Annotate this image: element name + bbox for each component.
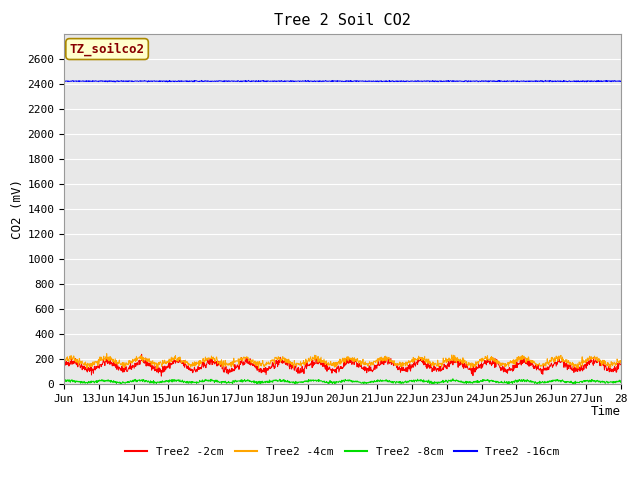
Tree2 -4cm [103, 351, 111, 357]
Tree2 -2cm [138, 351, 145, 357]
Tree2 -8cm [103, 378, 111, 384]
Tree2 -2cm [103, 359, 111, 364]
Tree2 -4cm [104, 357, 111, 362]
Tree2 -4cm [297, 363, 305, 369]
Tree2 -8cm [378, 378, 385, 384]
Tree2 -8cm [308, 378, 316, 384]
Tree2 -4cm [60, 357, 68, 362]
X-axis label: Time: Time [591, 405, 621, 418]
Title: Tree 2 Soil CO2: Tree 2 Soil CO2 [274, 13, 411, 28]
Tree2 -16cm [378, 78, 385, 84]
Tree2 -8cm [318, 379, 326, 384]
Line: Tree2 -2cm: Tree2 -2cm [64, 354, 621, 376]
Line: Tree2 -8cm: Tree2 -8cm [64, 379, 621, 384]
Tree2 -8cm [297, 379, 305, 385]
Tree2 -4cm [319, 358, 326, 363]
Tree2 -2cm [308, 358, 316, 363]
Tree2 -2cm [617, 362, 625, 368]
Line: Tree2 -4cm: Tree2 -4cm [64, 354, 621, 369]
Legend: Tree2 -2cm, Tree2 -4cm, Tree2 -8cm, Tree2 -16cm: Tree2 -2cm, Tree2 -4cm, Tree2 -8cm, Tree… [121, 442, 564, 461]
Tree2 -8cm [126, 378, 134, 384]
Tree2 -4cm [308, 355, 316, 361]
Tree2 -16cm [244, 77, 252, 83]
Line: Tree2 -16cm: Tree2 -16cm [64, 80, 621, 82]
Tree2 -4cm [378, 355, 385, 361]
Tree2 -16cm [60, 79, 68, 84]
Tree2 -2cm [378, 361, 385, 367]
Y-axis label: CO2 (mV): CO2 (mV) [12, 179, 24, 239]
Tree2 -16cm [308, 79, 316, 84]
Text: TZ_soilco2: TZ_soilco2 [70, 42, 145, 56]
Tree2 -2cm [126, 363, 134, 369]
Tree2 -2cm [319, 360, 326, 366]
Tree2 -4cm [126, 358, 134, 364]
Tree2 -4cm [153, 366, 161, 372]
Tree2 -2cm [60, 362, 68, 368]
Tree2 -16cm [617, 79, 625, 84]
Tree2 -8cm [116, 382, 124, 387]
Tree2 -16cm [126, 78, 134, 84]
Tree2 -2cm [157, 373, 165, 379]
Tree2 -16cm [297, 78, 305, 84]
Tree2 -16cm [103, 78, 111, 84]
Tree2 -16cm [164, 79, 172, 85]
Tree2 -4cm [617, 358, 625, 364]
Tree2 -2cm [297, 370, 305, 375]
Tree2 -16cm [319, 78, 326, 84]
Tree2 -8cm [449, 376, 457, 382]
Tree2 -8cm [617, 379, 625, 384]
Tree2 -8cm [60, 379, 68, 385]
